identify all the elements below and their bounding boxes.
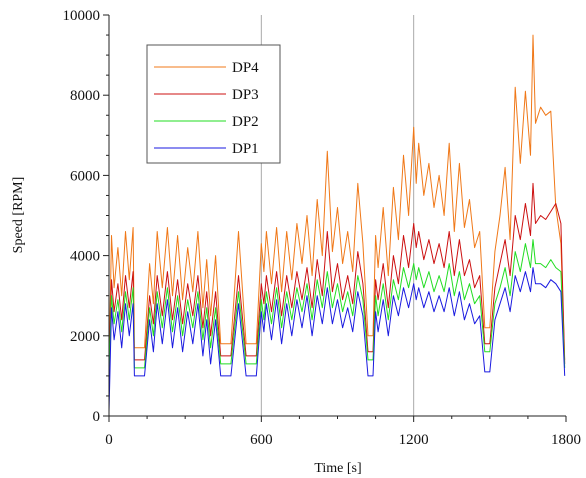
y-tick-label-3: 6000	[70, 168, 100, 184]
x-axis-label: Time [s]	[314, 461, 361, 476]
legend-label-dp3: DP3	[232, 87, 259, 103]
series-line-dp1	[108, 267, 566, 413]
x-tick-label-2: 1200	[399, 432, 429, 448]
legend-box	[146, 44, 281, 164]
series-layer	[108, 34, 566, 413]
y-tick-label-4: 8000	[70, 88, 100, 104]
x-tick-label-1: 600	[250, 432, 273, 448]
legend-label-dp2: DP2	[232, 114, 259, 130]
x-tick-label-3: 1800	[551, 432, 581, 448]
legend-label-dp4: DP4	[232, 60, 259, 76]
y-tick-label-1: 2000	[70, 329, 100, 345]
x-tick-label-0: 0	[105, 432, 113, 448]
y-tick-label-2: 4000	[70, 249, 100, 265]
grid-lines	[260, 15, 415, 416]
axes	[103, 14, 567, 422]
series-line-dp2	[108, 239, 566, 376]
series-line-dp3	[108, 182, 566, 372]
y-axis-label: Speed [RPM]	[11, 177, 26, 254]
legend: DP4 DP3 DP2 DP1	[146, 44, 281, 164]
y-tick-label-5: 10000	[63, 8, 101, 24]
tick-labels: 0 2000 4000 6000 8000 10000 0 600 1200 1800	[63, 8, 582, 448]
series-line-dp4	[108, 34, 566, 372]
y-tick-label-0: 0	[93, 409, 101, 425]
legend-label-dp1: DP1	[232, 141, 259, 157]
